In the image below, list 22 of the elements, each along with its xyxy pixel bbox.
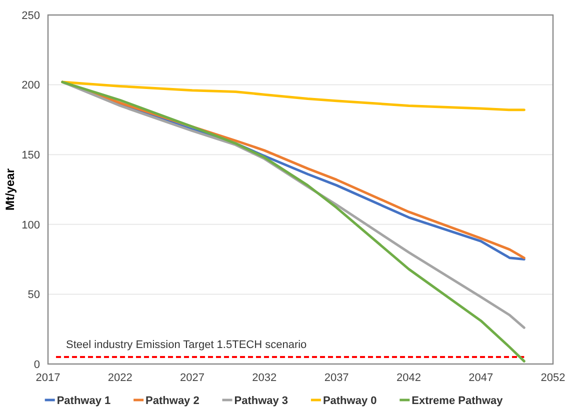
x-tick-label: 2027 — [180, 372, 205, 384]
x-tick-label: 2017 — [36, 372, 60, 384]
legend-label: Extreme Pathway — [412, 395, 504, 407]
x-tick-label: 2022 — [108, 372, 132, 384]
legend-label: Pathway 0 — [322, 395, 377, 407]
y-tick-label: 50 — [28, 289, 40, 302]
x-tick-label: 2052 — [540, 372, 566, 384]
y-tick-label: 100 — [22, 219, 40, 232]
line-series — [61, 80, 526, 112]
y-tick-label: 200 — [22, 80, 40, 92]
y-axis-title: Mt/year — [3, 168, 17, 211]
x-tick-label: 2042 — [396, 372, 421, 384]
x-tick-label: 2047 — [468, 372, 494, 384]
x-tick-label: 2037 — [324, 372, 349, 384]
y-tick-label: 150 — [22, 149, 40, 162]
legend-label: Pathway 1 — [56, 395, 111, 407]
legend-label: Pathway 3 — [234, 395, 288, 407]
ref-line-label: Steel industry Emission Target 1.5TECH scenario — [66, 339, 307, 352]
y-tick-label: 0 — [34, 358, 40, 371]
y-tick-label: 250 — [22, 10, 40, 22]
x-tick-label: 2032 — [252, 372, 277, 384]
legend-label: Pathway 2 — [146, 395, 200, 407]
